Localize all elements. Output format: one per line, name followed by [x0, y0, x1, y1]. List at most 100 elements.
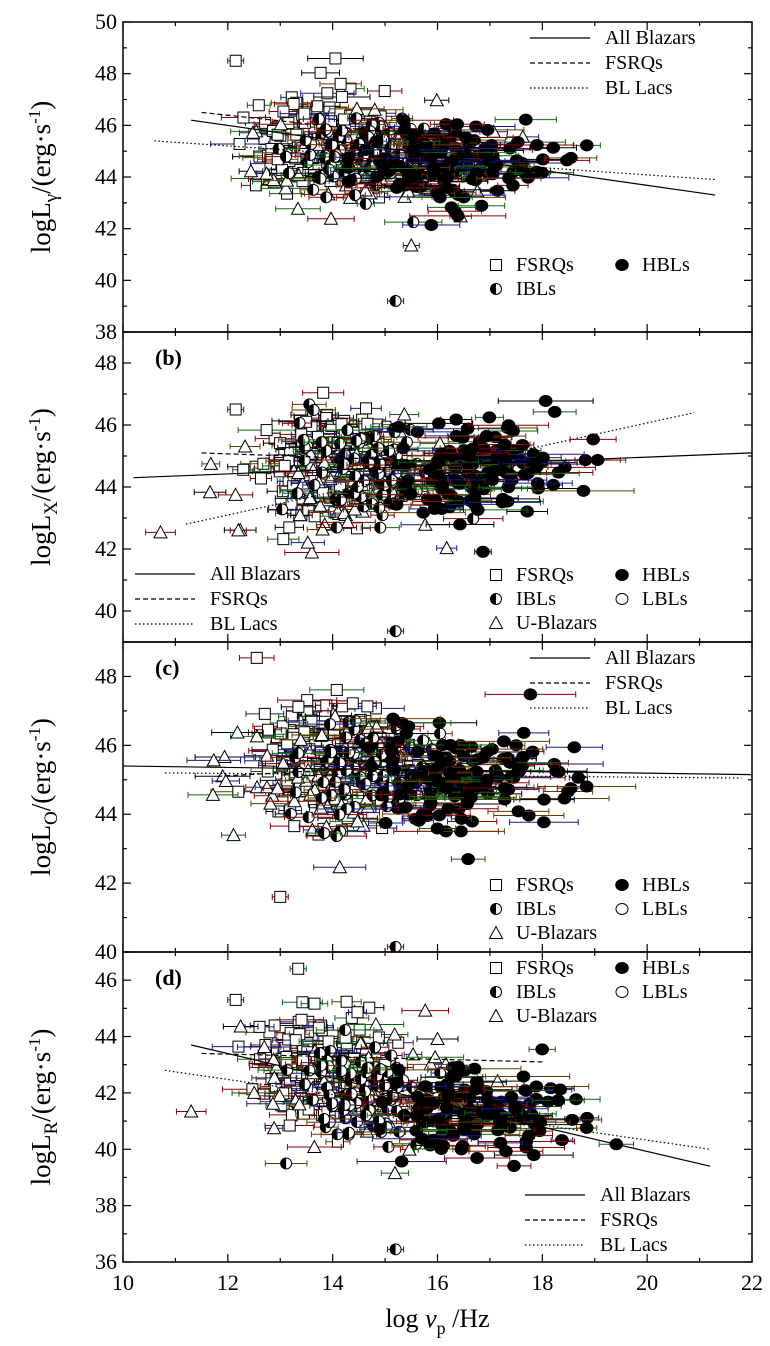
point-u-blazars	[323, 211, 339, 225]
point-ibls	[276, 503, 289, 516]
ibl-half-fill	[307, 184, 314, 196]
point-hbls	[424, 218, 439, 231]
point-hbls	[449, 413, 463, 426]
point-hbls	[341, 175, 356, 188]
ibl-half-fill	[316, 436, 322, 448]
point-hbls	[435, 136, 449, 149]
ibl-half-fill	[467, 513, 474, 525]
outlier-point	[229, 403, 242, 416]
ibl-half-fill	[378, 479, 385, 491]
outlier-point	[230, 522, 246, 537]
fit-line-dotted	[185, 412, 695, 525]
ibl-half-fill	[350, 435, 357, 447]
legend-marker	[490, 283, 502, 295]
point-ibls	[350, 112, 363, 125]
point-ibls	[319, 123, 332, 136]
point-fsrqs	[321, 87, 334, 100]
point-hbls	[407, 128, 422, 141]
point-hbls	[444, 201, 459, 214]
legend-label: FSRQs	[605, 52, 663, 74]
ibl-half-fill	[349, 189, 356, 201]
point-ibls	[348, 452, 361, 465]
ibl-half-fill	[298, 434, 304, 446]
point-fsrqs	[314, 66, 327, 79]
point-hbls	[427, 502, 442, 515]
legend-label: U-Blazars	[516, 612, 597, 634]
y-tick-label: 46	[95, 112, 117, 137]
ibl-half-fill	[490, 283, 496, 295]
point-hbls	[497, 438, 512, 451]
point-hbls	[389, 498, 404, 511]
point-u-blazars	[290, 465, 306, 479]
point-hbls	[342, 151, 356, 164]
legend-marker	[490, 259, 502, 271]
point-hbls	[535, 166, 549, 179]
point-u-blazars	[202, 484, 218, 499]
ylabel-main: logL	[26, 515, 56, 566]
ibl-half-fill	[390, 295, 396, 307]
point-u-blazars	[300, 535, 316, 549]
legend-label: IBLs	[516, 588, 556, 610]
ibl-half-fill	[291, 487, 298, 499]
point-fsrqs	[257, 457, 270, 470]
y-tick-label: 48	[95, 61, 117, 86]
point-ibls	[315, 436, 328, 449]
legend-marker	[490, 593, 502, 605]
point-fsrqs	[287, 98, 300, 111]
y-axis-label: logLγ/(erg·s-1)	[25, 101, 62, 254]
point-u-blazars	[273, 116, 289, 131]
y-tick-label: 38	[95, 319, 117, 344]
legend-marker	[615, 593, 629, 605]
ibl-half-fill	[300, 134, 306, 146]
legend-label: All Blazars	[210, 563, 301, 585]
point-ibls	[363, 457, 376, 470]
ibl-half-fill	[490, 593, 496, 605]
point-fsrqs	[298, 107, 311, 120]
point-hbls	[536, 451, 550, 464]
point-hbls	[530, 139, 544, 152]
ibl-half-fill	[390, 625, 396, 637]
point-hbls	[391, 420, 406, 433]
point-hbls	[530, 477, 545, 490]
point-ibls	[350, 434, 363, 447]
ibl-half-fill	[280, 151, 286, 163]
point-hbls	[551, 466, 566, 479]
point-ibls	[316, 466, 329, 479]
ibl-half-fill	[294, 417, 300, 429]
point-hbls	[480, 123, 495, 136]
point-u-blazars	[429, 92, 445, 107]
legend-marker	[615, 569, 629, 581]
ibl-half-fill	[299, 454, 305, 466]
ylabel-close: )	[26, 101, 56, 110]
point-ibls	[314, 172, 327, 185]
point-hbls	[538, 394, 553, 407]
point-fsrqs	[277, 105, 290, 118]
point-hbls	[462, 447, 476, 460]
point-ibls	[328, 150, 341, 163]
legend-marker	[615, 259, 629, 271]
ibl-half-fill	[366, 498, 372, 510]
point-ibls	[320, 191, 333, 204]
ibl-half-fill	[276, 503, 283, 515]
ylabel-main: logL	[26, 202, 56, 253]
point-fsrqs	[283, 521, 296, 534]
point-u-blazars	[203, 456, 219, 470]
point-fsrqs	[334, 77, 347, 90]
y-tick-label: 44	[95, 474, 117, 499]
legend-label: FSRQs	[516, 254, 574, 276]
ylabel-unit: /(erg·s	[26, 124, 56, 194]
point-u-blazars	[228, 487, 243, 501]
point-ibls	[322, 163, 335, 176]
point-hbls	[579, 139, 594, 152]
point-hbls	[476, 545, 490, 558]
point-fsrqs	[249, 179, 262, 192]
point-hbls	[403, 488, 418, 501]
point-fsrqs	[258, 133, 271, 146]
point-ibls	[373, 501, 386, 514]
point-ibls	[349, 189, 362, 202]
point-ibls	[349, 470, 362, 483]
legend-marker	[488, 615, 504, 629]
point-u-blazars	[304, 544, 320, 559]
outlier-point	[389, 625, 402, 638]
